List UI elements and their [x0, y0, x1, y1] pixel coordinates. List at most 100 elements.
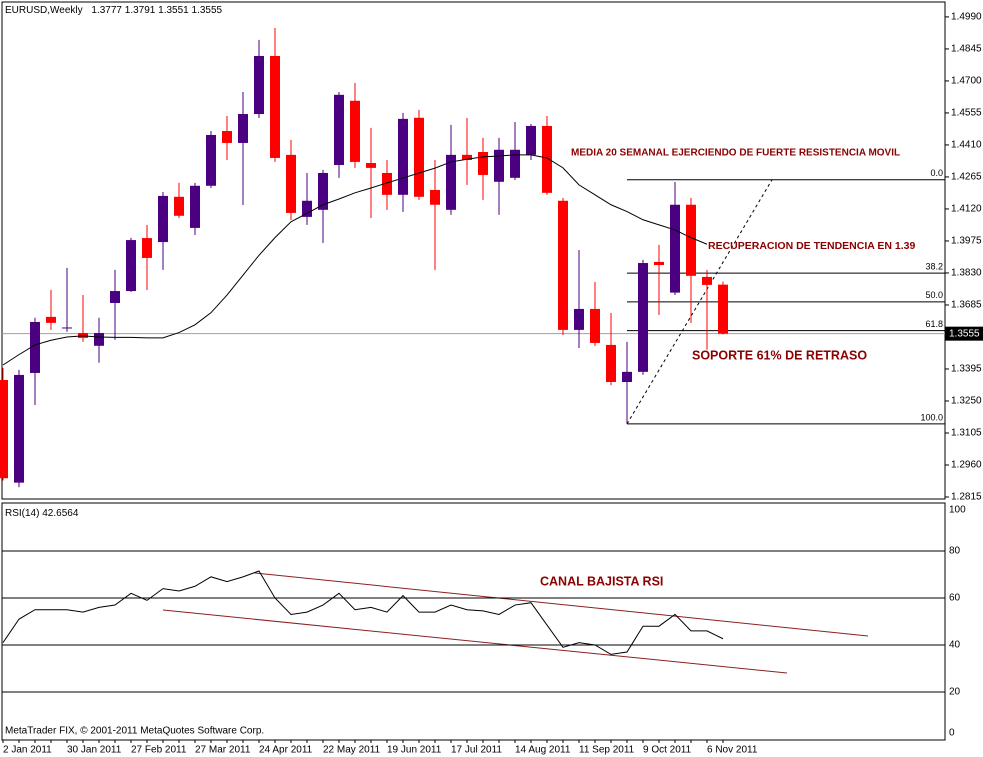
- candle-body: [462, 154, 472, 160]
- y-tick-label: 100: [949, 505, 966, 516]
- fib-label: 38.2: [925, 261, 943, 271]
- rsi-title: RSI(14) 42.6564: [5, 508, 79, 519]
- y-tick-label: 1.3830: [951, 268, 982, 279]
- rsi-last: 42.6564: [42, 508, 79, 519]
- y-tick-label: 1.3105: [951, 428, 982, 439]
- rsi-channel-upper: [254, 572, 869, 637]
- candle-body: [510, 149, 520, 178]
- candle-body: [110, 291, 120, 303]
- candle-body: [366, 163, 376, 168]
- candle-body: [94, 332, 104, 346]
- annotation: MEDIA 20 SEMANAL EJERCIENDO DE FUERTE RE…: [571, 148, 900, 159]
- x-tick-label: 2 Jan 2011: [3, 745, 52, 756]
- candle-body: [126, 240, 136, 292]
- last-open: 1.3777: [91, 5, 122, 16]
- candle-body: [270, 55, 280, 158]
- rsi-line: [2, 570, 724, 655]
- candle-body: [46, 316, 56, 323]
- fib-label: 100.0: [920, 412, 943, 422]
- fib-trend: [626, 179, 773, 425]
- candle-body: [350, 100, 360, 162]
- y-tick-label: 40: [949, 640, 961, 651]
- candle-body: [494, 149, 504, 182]
- chart-title: EURUSD,Weekly 1.3777 1.3791 1.3551 1.355…: [5, 5, 223, 16]
- candle-body: [430, 189, 440, 205]
- y-tick-label: 60: [949, 593, 961, 604]
- y-tick-label: 80: [949, 546, 961, 557]
- candle-body: [718, 284, 728, 334]
- x-tick-label: 6 Nov 2011: [707, 745, 758, 756]
- footer: MetaTrader FIX, © 2001-2011 MetaQuotes S…: [5, 726, 264, 737]
- candle-body: [606, 344, 616, 382]
- annotation: RECUPERACION DE TENDENCIA EN 1.39: [708, 240, 915, 252]
- candle-body: [142, 238, 152, 258]
- last-low: 1.3551: [158, 5, 189, 16]
- candle-body: [414, 117, 424, 197]
- y-tick-label: 1.3250: [951, 396, 982, 407]
- y-tick-label: 20: [949, 687, 961, 698]
- candle-body: [334, 94, 344, 166]
- y-tick-label: 1.2815: [951, 492, 982, 503]
- last-close: 1.3555: [192, 5, 223, 16]
- x-tick-label: 14 Aug 2011: [515, 745, 571, 756]
- candle-body: [670, 204, 680, 293]
- candle-body: [286, 154, 296, 213]
- candle-body: [302, 200, 312, 217]
- candle-body: [158, 195, 168, 243]
- candle-body: [190, 185, 200, 228]
- symbol: EURUSD,Weekly: [5, 5, 83, 16]
- rsi-annotation: CANAL BAJISTA RSI: [540, 574, 663, 588]
- last-high: 1.3791: [125, 5, 156, 16]
- candle-body: [574, 308, 584, 330]
- candle-body: [622, 371, 632, 382]
- rsi-channel-lower: [162, 609, 788, 674]
- candle-body: [0, 380, 8, 479]
- candle-body: [14, 374, 24, 483]
- annotation: SOPORTE 61% DE RETRASO: [692, 348, 867, 362]
- candle-body: [702, 276, 712, 285]
- candle-body: [174, 196, 184, 216]
- x-tick-label: 9 Oct 2011: [643, 745, 692, 756]
- candle-body: [206, 134, 216, 186]
- candle-body: [654, 261, 664, 266]
- candle-body: [590, 308, 600, 343]
- candle-body: [526, 125, 536, 155]
- y-tick-label: 1.3975: [951, 236, 982, 247]
- candle-body: [638, 263, 648, 372]
- x-tick-label: 11 Sep 2011: [579, 745, 635, 756]
- y-tick-label: 1.4120: [951, 204, 982, 215]
- y-tick-label: 1.4555: [951, 108, 982, 119]
- candle-body: [382, 172, 392, 195]
- x-tick-label: 24 Apr 2011: [259, 745, 313, 756]
- candle-body: [686, 204, 696, 276]
- price-label-box: [945, 326, 983, 341]
- y-tick-label: 1.4410: [951, 140, 982, 151]
- y-tick-label: 1.4700: [951, 76, 982, 87]
- candle-body: [318, 172, 328, 210]
- price-pane: [1, 1, 946, 500]
- y-tick-label: 1.4265: [951, 172, 982, 183]
- x-tick-label: 19 Jun 2011: [387, 745, 442, 756]
- y-tick-label: 1.3685: [951, 300, 982, 311]
- y-tick-label: 1.4990: [951, 12, 982, 23]
- candle-body: [238, 114, 248, 143]
- price-label: 1.3555: [949, 328, 980, 339]
- x-tick-label: 27 Mar 2011: [195, 745, 251, 756]
- candle-body: [478, 151, 488, 175]
- y-tick-label: 0: [949, 728, 955, 739]
- fib-label: 61.8: [925, 319, 943, 329]
- candle-body: [558, 200, 568, 330]
- candle-body: [30, 321, 40, 373]
- x-tick-label: 17 Jul 2011: [451, 745, 502, 756]
- candle-body: [254, 55, 264, 115]
- fib-label: 0.0: [930, 168, 943, 178]
- y-tick-label: 1.2960: [951, 460, 982, 471]
- rsi-name: RSI(14): [5, 508, 39, 519]
- candle-body: [222, 131, 232, 143]
- candle-body: [446, 154, 456, 210]
- candle-body: [398, 118, 408, 195]
- x-tick-label: 22 May 2011: [323, 745, 381, 756]
- x-tick-label: 27 Feb 2011: [131, 745, 187, 756]
- moving-average: [2, 154, 708, 366]
